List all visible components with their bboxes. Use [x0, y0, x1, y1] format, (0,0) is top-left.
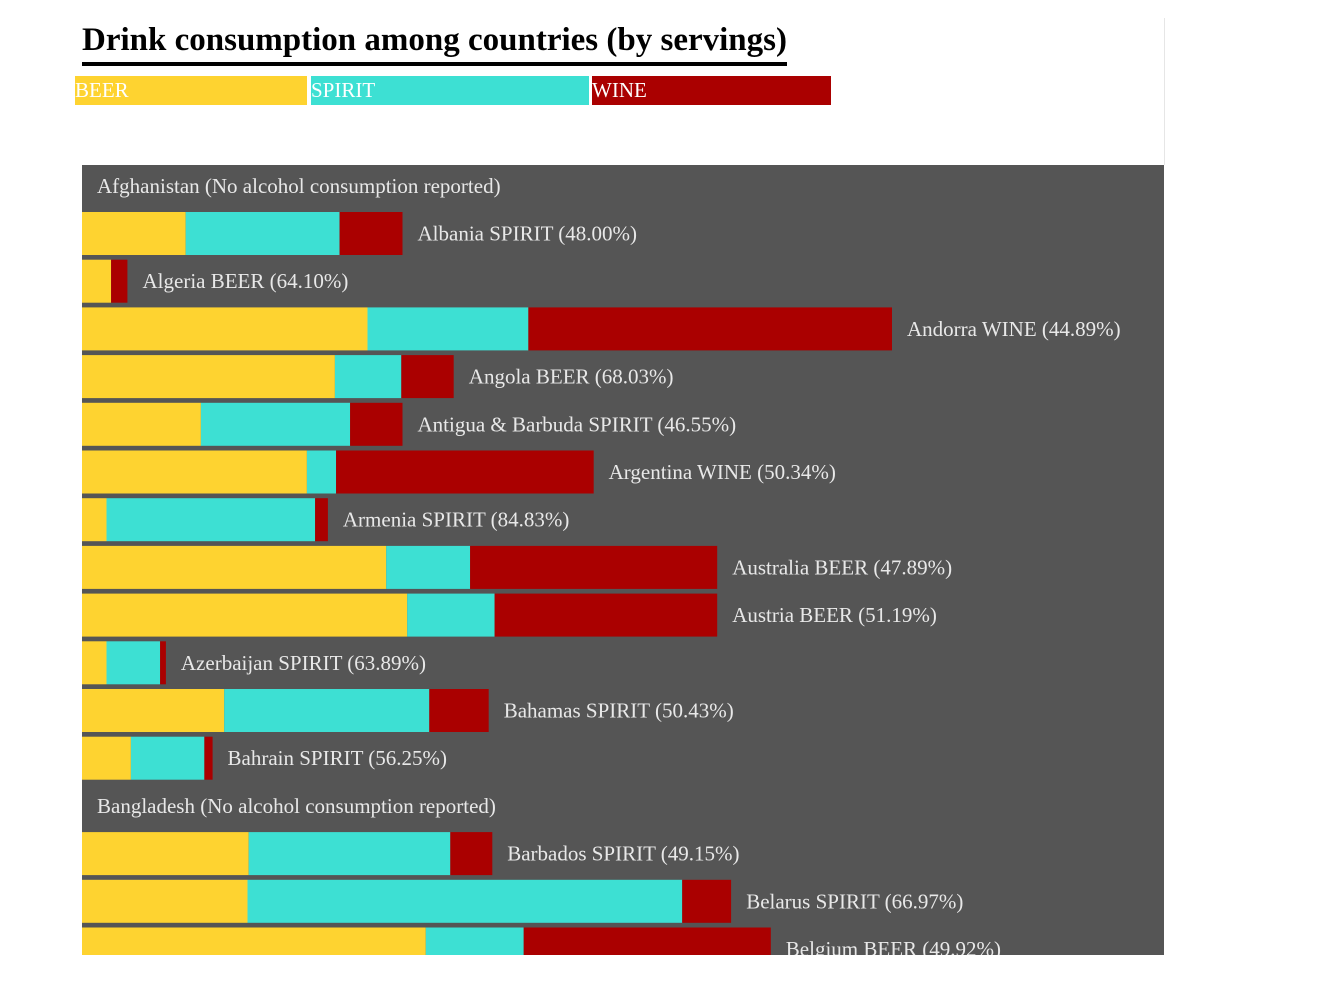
- bar-wine[interactable]: [682, 879, 732, 923]
- bar-beer[interactable]: [82, 212, 186, 255]
- row-label: Belgium BEER (49.92%): [786, 937, 1001, 955]
- row-label: Belarus SPIRIT (66.97%): [746, 889, 963, 913]
- row-label: Afghanistan (No alcohol consumption repo…: [97, 174, 501, 198]
- bar-wine[interactable]: [339, 212, 403, 255]
- row-label: Azerbaijan SPIRIT (63.89%): [181, 651, 426, 675]
- bar-wine[interactable]: [315, 498, 328, 542]
- bar-row-angola[interactable]: Angola BEER (68.03%): [82, 355, 674, 399]
- bar-wine[interactable]: [429, 689, 489, 732]
- bar-spirit[interactable]: [106, 641, 161, 685]
- bar-wine[interactable]: [350, 402, 403, 446]
- row-label: Australia BEER (47.89%): [732, 555, 952, 579]
- row-label: Argentina WINE (50.34%): [609, 460, 836, 484]
- bar-row-algeria[interactable]: Algeria BEER (64.10%): [82, 259, 349, 303]
- bar-row-belgium[interactable]: Belgium BEER (49.92%): [82, 927, 1001, 956]
- legend-label-spirit: SPIRIT: [311, 78, 376, 102]
- chart-panel[interactable]: Afghanistan (No alcohol consumption repo…: [82, 165, 1164, 955]
- bar-row-bahrain[interactable]: Bahrain SPIRIT (56.25%): [82, 736, 448, 780]
- bar-row-bahamas[interactable]: Bahamas SPIRIT (50.43%): [82, 689, 734, 732]
- bar-beer[interactable]: [82, 593, 408, 637]
- bar-beer[interactable]: [82, 259, 112, 303]
- bar-row-azerbaijan[interactable]: Azerbaijan SPIRIT (63.89%): [82, 641, 426, 685]
- bar-row-barbados[interactable]: Barbados SPIRIT (49.15%): [82, 832, 740, 876]
- row-label: Austria BEER (51.19%): [732, 603, 937, 627]
- bar-wine[interactable]: [523, 927, 771, 956]
- bar-beer[interactable]: [82, 307, 368, 351]
- divider: [1164, 18, 1165, 165]
- bar-row-belarus[interactable]: Belarus SPIRIT (66.97%): [82, 879, 963, 923]
- bar-wine[interactable]: [160, 641, 166, 685]
- bar-row-bangladesh[interactable]: Bangladesh (No alcohol consumption repor…: [97, 794, 496, 818]
- row-label: Angola BEER (68.03%): [469, 365, 674, 389]
- chart-svg: Afghanistan (No alcohol consumption repo…: [82, 174, 1121, 956]
- bar-wine[interactable]: [450, 832, 493, 876]
- legend-item-beer: BEER: [75, 76, 307, 105]
- bar-spirit[interactable]: [248, 832, 451, 876]
- bar-wine[interactable]: [204, 736, 213, 780]
- bar-wine[interactable]: [470, 545, 718, 589]
- bar-beer[interactable]: [82, 927, 426, 956]
- bar-spirit[interactable]: [386, 545, 471, 589]
- bar-beer[interactable]: [82, 450, 307, 494]
- bar-wine[interactable]: [494, 593, 718, 637]
- row-label: Antigua & Barbuda SPIRIT (46.55%): [418, 412, 737, 436]
- bar-beer[interactable]: [82, 498, 107, 542]
- bar-row-afghanistan[interactable]: Afghanistan (No alcohol consumption repo…: [97, 174, 501, 198]
- bar-wine[interactable]: [336, 450, 594, 494]
- bar-wine[interactable]: [401, 355, 454, 399]
- bar-beer[interactable]: [82, 879, 248, 923]
- bar-wine[interactable]: [528, 307, 892, 351]
- bar-spirit[interactable]: [306, 450, 336, 494]
- bar-beer[interactable]: [82, 736, 131, 780]
- page-title: Drink consumption among countries (by se…: [82, 18, 787, 66]
- bar-beer[interactable]: [82, 545, 387, 589]
- bar-spirit[interactable]: [247, 879, 683, 923]
- bar-beer[interactable]: [82, 689, 225, 732]
- bar-row-antigua-barbuda[interactable]: Antigua & Barbuda SPIRIT (46.55%): [82, 402, 737, 446]
- bar-beer[interactable]: [82, 402, 201, 446]
- bar-wine[interactable]: [111, 259, 128, 303]
- bar-spirit[interactable]: [425, 927, 524, 956]
- bar-spirit[interactable]: [334, 355, 402, 399]
- bar-row-argentina[interactable]: Argentina WINE (50.34%): [82, 450, 836, 494]
- bar-spirit[interactable]: [407, 593, 495, 637]
- bar-row-australia[interactable]: Australia BEER (47.89%): [82, 545, 952, 589]
- legend-label-wine: WINE: [592, 78, 647, 102]
- row-label: Bahrain SPIRIT (56.25%): [228, 746, 448, 770]
- bar-beer[interactable]: [82, 355, 335, 399]
- bar-row-andorra[interactable]: Andorra WINE (44.89%): [82, 307, 1121, 351]
- bar-spirit[interactable]: [130, 736, 205, 780]
- bar-row-albania[interactable]: Albania SPIRIT (48.00%): [82, 212, 637, 255]
- bar-beer[interactable]: [82, 641, 107, 685]
- legend-label-beer: BEER: [75, 78, 129, 102]
- legend-item-wine: WINE: [592, 76, 831, 105]
- bar-beer[interactable]: [82, 832, 249, 876]
- bar-spirit[interactable]: [367, 307, 529, 351]
- bar-row-armenia[interactable]: Armenia SPIRIT (84.83%): [82, 498, 570, 542]
- bar-row-austria[interactable]: Austria BEER (51.19%): [82, 593, 937, 637]
- row-label: Albania SPIRIT (48.00%): [418, 222, 638, 246]
- legend-item-spirit: SPIRIT: [311, 76, 589, 105]
- row-label: Armenia SPIRIT (84.83%): [343, 508, 570, 532]
- row-label: Bahamas SPIRIT (50.43%): [504, 699, 734, 723]
- row-label: Bangladesh (No alcohol consumption repor…: [97, 794, 496, 818]
- row-label: Algeria BEER (64.10%): [143, 269, 349, 293]
- bar-spirit[interactable]: [224, 689, 430, 732]
- row-label: Andorra WINE (44.89%): [907, 317, 1121, 341]
- row-label: Barbados SPIRIT (49.15%): [507, 842, 739, 866]
- bar-spirit[interactable]: [185, 212, 340, 255]
- bar-spirit[interactable]: [200, 402, 351, 446]
- bar-spirit[interactable]: [106, 498, 316, 542]
